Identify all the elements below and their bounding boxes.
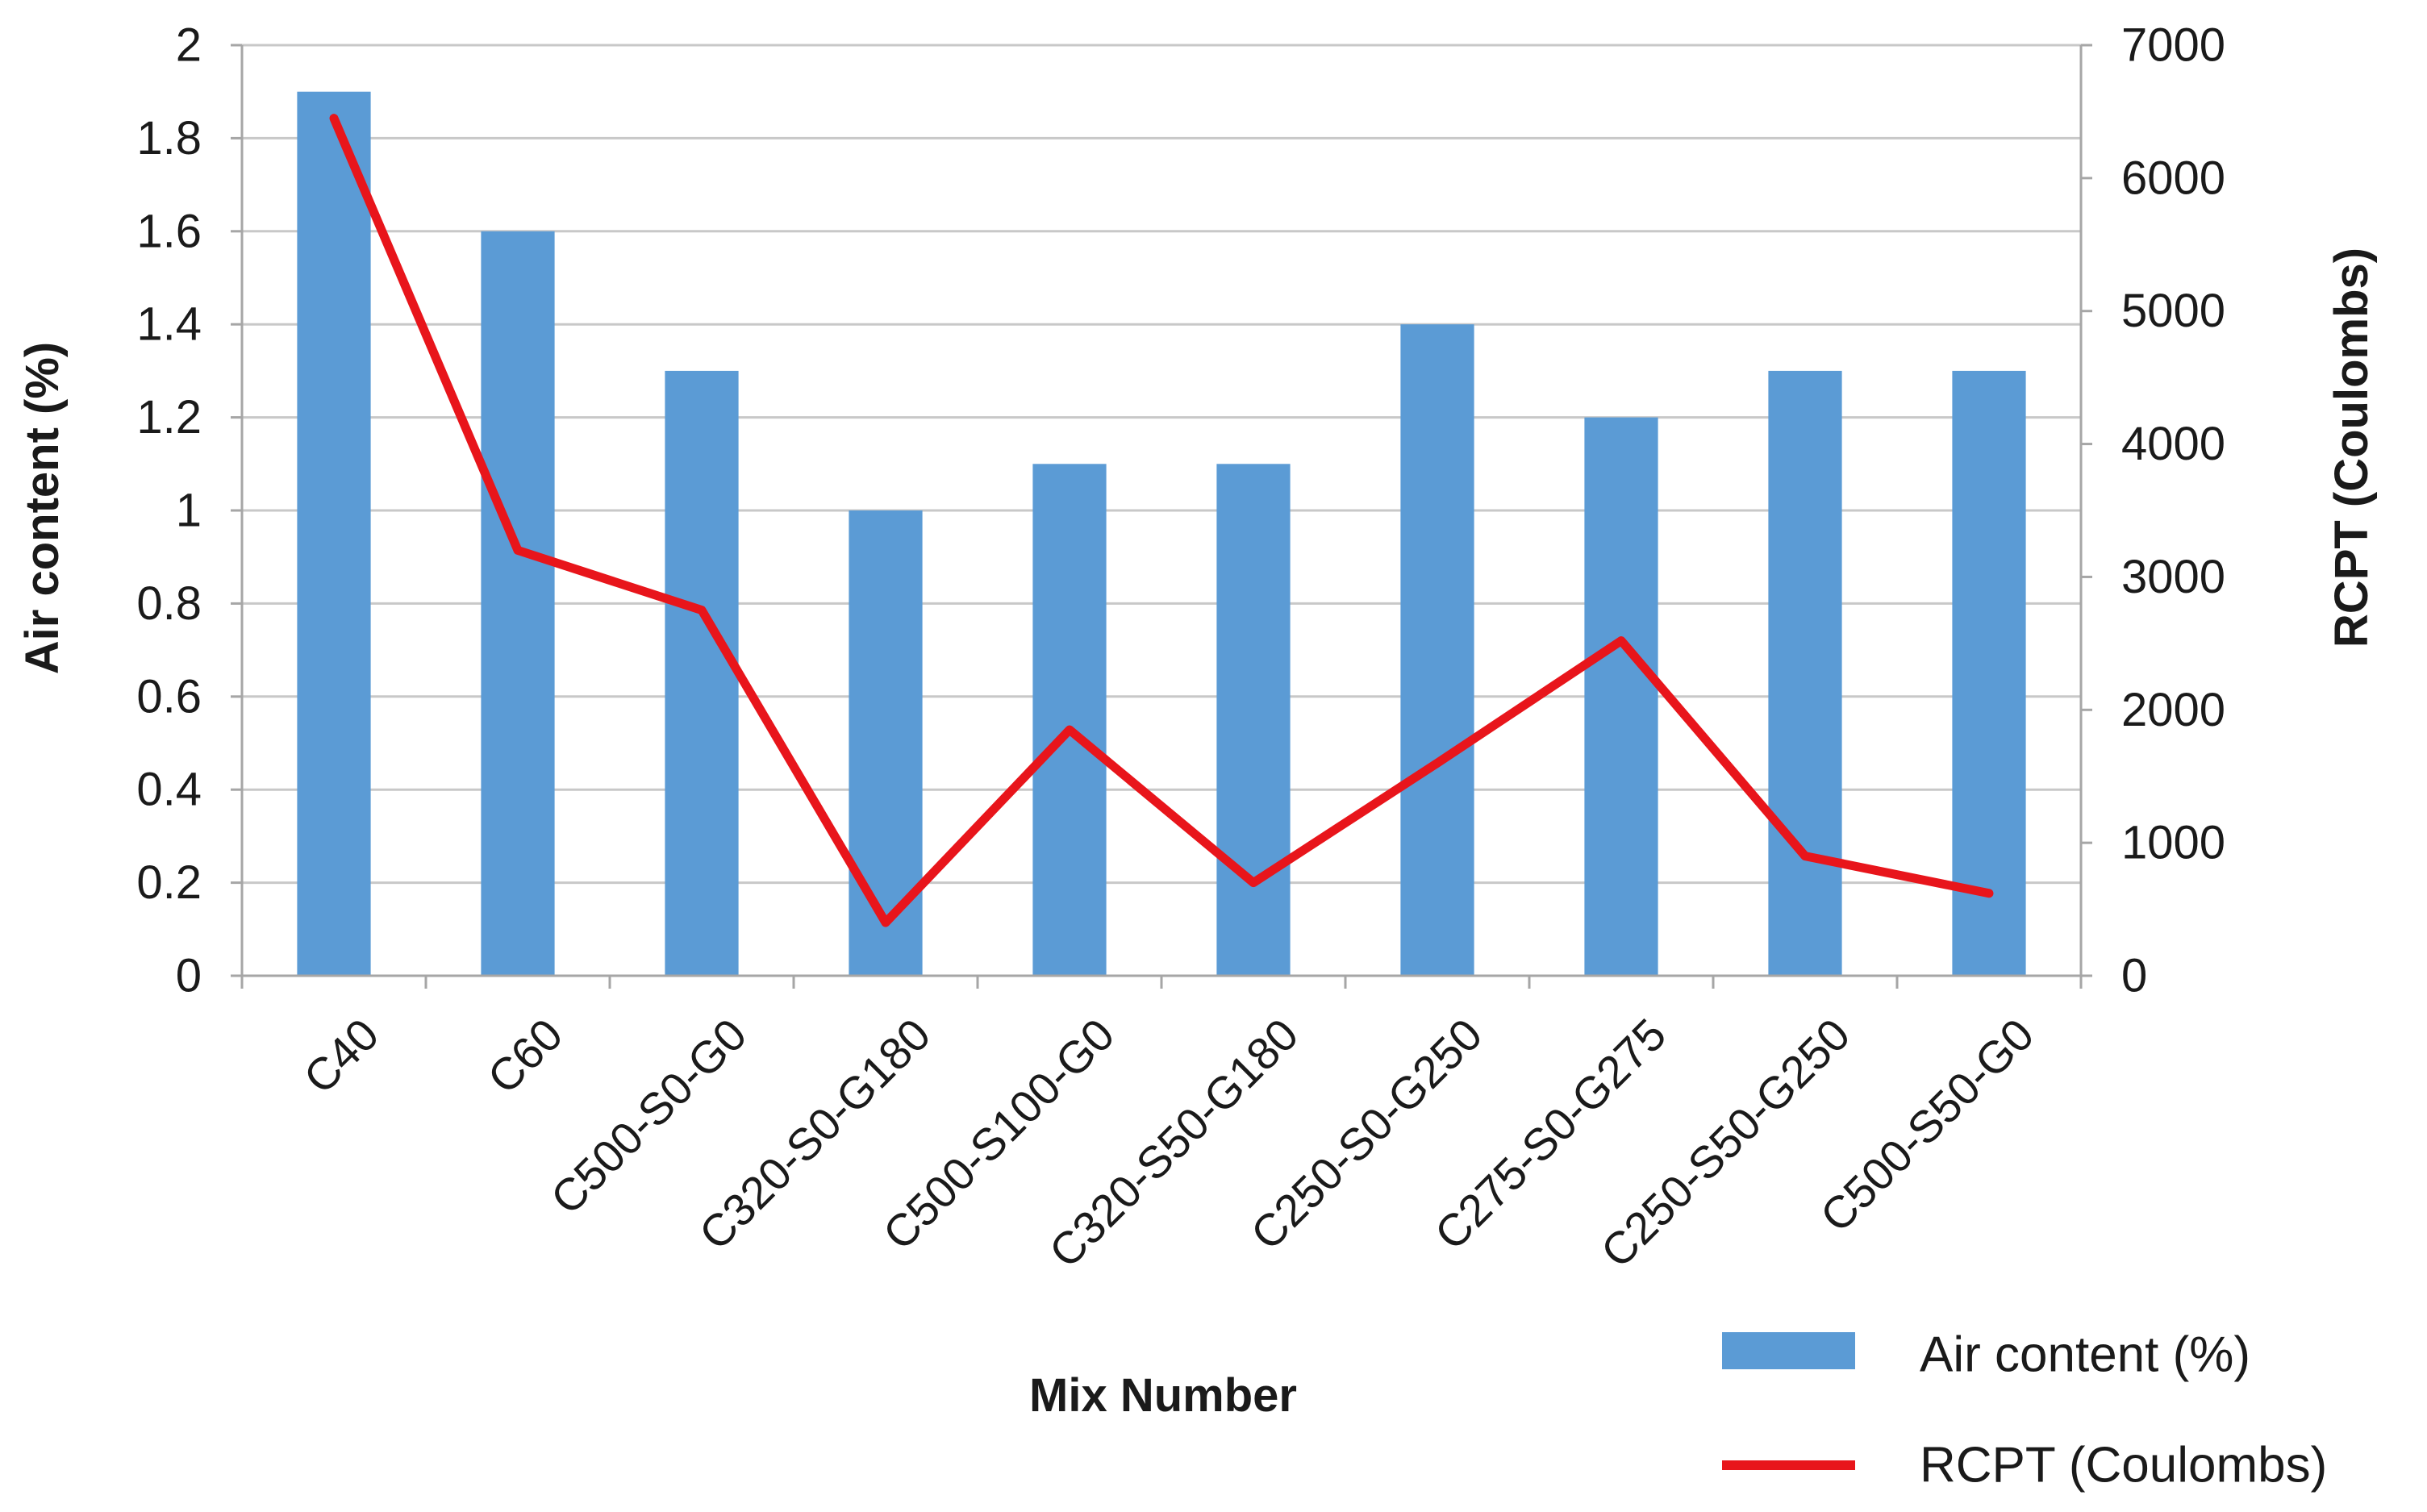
rcpt-point — [882, 918, 890, 927]
rcpt-point — [514, 546, 522, 555]
bar — [1768, 370, 1842, 976]
bar — [481, 231, 555, 976]
bar — [1952, 370, 2026, 976]
bar — [1400, 324, 1474, 976]
bar — [1584, 417, 1658, 976]
y-axis-title: Air content (%) — [16, 342, 69, 674]
y-tick-label: 1.4 — [136, 298, 202, 351]
legend: Air content (%) RCPT (Coulombs) — [1722, 1327, 2327, 1493]
y-tick-label: 0 — [176, 950, 202, 1002]
rcpt-point — [1433, 759, 1441, 768]
legend-label-air-content: Air content (%) — [1920, 1327, 2250, 1383]
legend-swatch-air-content — [1722, 1332, 1855, 1369]
category-label: C60 — [477, 1009, 572, 1103]
right-axis-ticks: 0 1000 2000 3000 4000 5000 6000 7000 — [2081, 19, 2225, 1002]
rcpt-point — [330, 114, 338, 123]
y-tick-label: 1.6 — [136, 205, 202, 257]
left-axis-ticks: 0 0.2 0.4 0.6 0.8 1 1.2 1.4 1.6 1.8 2 — [136, 19, 242, 1002]
y-tick-label: 0.4 — [136, 764, 202, 816]
y2-tick-label: 6000 — [2121, 152, 2225, 204]
line-series-rcpt — [329, 114, 1994, 927]
y-tick-label: 0.6 — [136, 670, 202, 723]
rcpt-point — [1985, 889, 1993, 898]
bar-series-air-content — [297, 91, 2026, 977]
y2-tick-label: 5000 — [2121, 285, 2225, 337]
rcpt-point — [1617, 636, 1625, 645]
rcpt-point — [698, 606, 706, 614]
y-tick-label: 0.2 — [136, 856, 202, 909]
rcpt-point — [1801, 852, 1809, 860]
bar — [1216, 464, 1291, 976]
y-tick-label: 2 — [176, 19, 202, 72]
rcpt-point — [1065, 726, 1074, 735]
y-tick-label: 1 — [176, 485, 202, 537]
rcpt-point — [1249, 878, 1257, 887]
y-tick-label: 1.8 — [136, 112, 202, 165]
rcpt-line — [329, 114, 1994, 927]
y-tick-label: 0.8 — [136, 577, 202, 630]
bar — [849, 510, 923, 976]
y-tick-label: 1.2 — [136, 391, 202, 444]
legend-label-rcpt: RCPT (Coulombs) — [1920, 1438, 2327, 1493]
bar — [665, 370, 739, 976]
bar — [1032, 464, 1107, 976]
y2-axis-title: RCPT (Coulombs) — [2325, 248, 2378, 648]
y2-tick-label: 7000 — [2121, 19, 2225, 72]
y2-tick-label: 4000 — [2121, 418, 2225, 470]
y2-tick-label: 0 — [2121, 950, 2147, 1002]
y2-tick-label: 1000 — [2121, 817, 2225, 869]
y2-tick-label: 2000 — [2121, 684, 2225, 736]
y2-tick-label: 3000 — [2121, 551, 2225, 603]
x-axis-title: Mix Number — [1029, 1369, 1297, 1422]
bar — [297, 91, 371, 977]
category-label: C40 — [294, 1009, 388, 1103]
category-labels: C40 C60C500-S0-G0C320-S0-G180C500-S100-G0… — [294, 1009, 2043, 1277]
